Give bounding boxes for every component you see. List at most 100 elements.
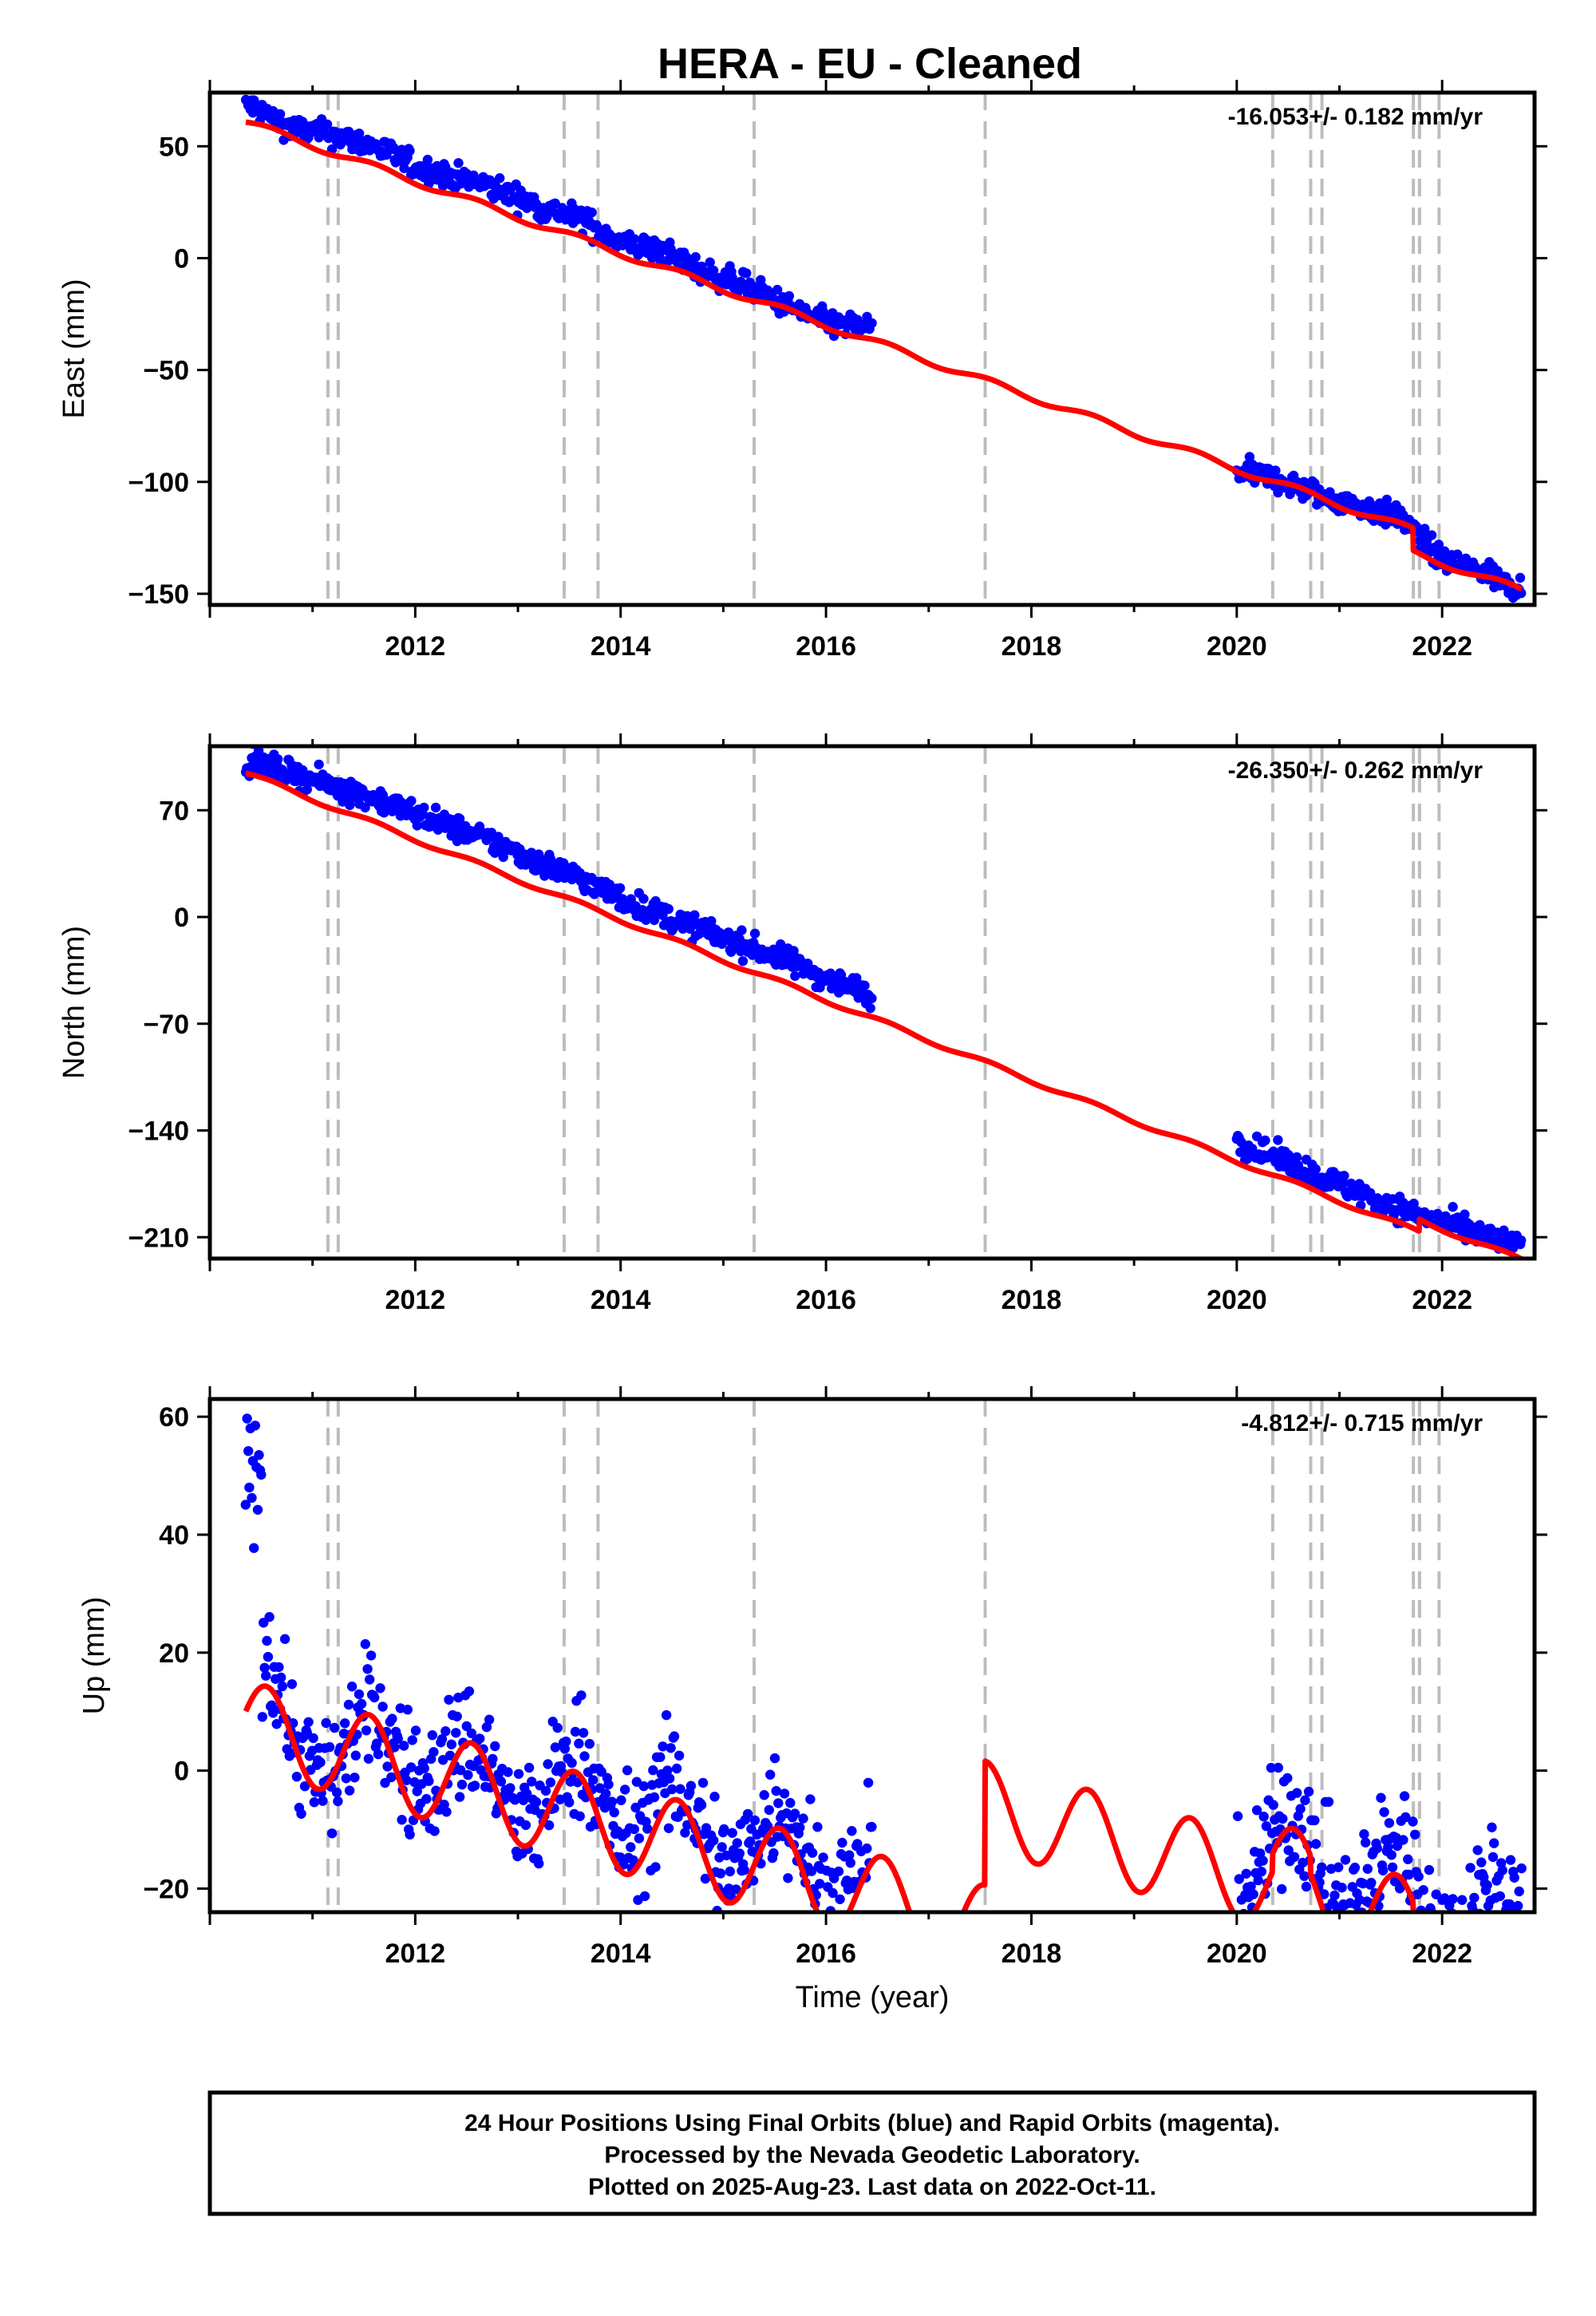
data-point xyxy=(1460,1209,1470,1219)
data-point xyxy=(362,1664,373,1674)
y-tick-label: −140 xyxy=(128,1117,189,1147)
data-point xyxy=(454,813,465,824)
data-point xyxy=(609,1807,619,1818)
data-point xyxy=(496,1777,507,1787)
data-point xyxy=(296,1808,306,1819)
data-point xyxy=(649,1792,660,1803)
data-point xyxy=(863,1777,874,1788)
data-point xyxy=(655,1752,666,1762)
data-point xyxy=(429,1826,440,1836)
x-tick-label: 2012 xyxy=(385,631,446,662)
data-point xyxy=(1509,1872,1519,1883)
data-point xyxy=(424,1776,434,1786)
data-point xyxy=(765,1769,776,1780)
data-point xyxy=(1461,1923,1471,1933)
data-point xyxy=(1325,1929,1335,1939)
rate-annotation-north: -26.350+/- 0.262 mm/yr xyxy=(1228,757,1483,784)
data-point xyxy=(764,1804,774,1816)
data-point xyxy=(405,1829,415,1840)
data-point xyxy=(463,1769,473,1780)
data-point xyxy=(603,1779,614,1790)
x-tick-label: 2014 xyxy=(591,631,651,662)
data-point xyxy=(1420,1922,1430,1931)
data-point xyxy=(737,925,747,935)
data-point xyxy=(705,257,715,267)
data-point xyxy=(437,180,448,192)
data-point xyxy=(291,1772,302,1782)
data-point xyxy=(832,1922,841,1931)
panel-east: 2012 2014 2016 2018 2020 2022 50 0 −50 −100 −150 Ea… xyxy=(57,80,1547,662)
data-point xyxy=(567,1757,577,1769)
data-point xyxy=(1295,1804,1306,1814)
data-point xyxy=(273,754,283,765)
data-point xyxy=(256,1469,267,1480)
data-point xyxy=(1323,1796,1334,1807)
data-point xyxy=(240,1500,251,1510)
data-point xyxy=(543,1759,553,1769)
data-point xyxy=(247,1492,257,1504)
data-point xyxy=(674,1750,685,1761)
data-point xyxy=(464,1686,475,1697)
data-point xyxy=(1319,1889,1329,1899)
data-point xyxy=(262,1635,272,1646)
data-point xyxy=(331,1787,342,1798)
data-point xyxy=(461,1721,472,1732)
data-point xyxy=(1391,1207,1401,1217)
data-point xyxy=(851,973,862,983)
data-point xyxy=(661,1709,672,1721)
data-point xyxy=(1234,1874,1245,1884)
data-point xyxy=(601,1788,611,1799)
data-point xyxy=(1516,1235,1527,1246)
y-tick-label: −150 xyxy=(128,579,189,610)
data-point xyxy=(343,1699,354,1710)
x-tick-label: 2018 xyxy=(1001,1939,1062,1969)
data-point xyxy=(276,1672,286,1683)
data-point xyxy=(475,1733,485,1744)
data-point xyxy=(1440,1893,1450,1903)
data-point xyxy=(321,1717,331,1729)
data-point xyxy=(1282,1773,1293,1784)
data-point xyxy=(407,1735,417,1745)
data-point xyxy=(363,1753,374,1764)
data-point xyxy=(731,1884,741,1895)
data-point xyxy=(648,1765,658,1776)
data-point xyxy=(531,1796,542,1808)
data-point xyxy=(783,1873,793,1883)
data-point xyxy=(842,1875,852,1886)
data-point xyxy=(1379,1807,1389,1817)
data-point xyxy=(567,874,577,885)
data-point xyxy=(271,1719,282,1729)
data-point xyxy=(749,1815,760,1826)
data-point xyxy=(371,1738,382,1749)
x-tick-label: 2012 xyxy=(385,1285,446,1315)
data-point xyxy=(696,1800,707,1810)
data-point xyxy=(745,1836,756,1847)
y-axis-label-north: North (mm) xyxy=(57,926,91,1079)
data-point xyxy=(488,1753,498,1765)
data-point xyxy=(264,1611,275,1622)
data-point xyxy=(658,1741,668,1752)
data-point xyxy=(1283,1150,1294,1160)
data-point xyxy=(771,1785,781,1796)
data-point xyxy=(649,915,660,926)
data-point xyxy=(579,1751,590,1761)
data-point xyxy=(437,1755,448,1765)
y-axis-label-east: East (mm) xyxy=(57,279,91,418)
data-point xyxy=(1289,1852,1300,1862)
data-point xyxy=(1278,1813,1288,1824)
data-point xyxy=(1366,1877,1377,1888)
data-point xyxy=(1292,1788,1302,1798)
data-point xyxy=(466,1728,477,1739)
data-point xyxy=(1301,1881,1312,1892)
data-point xyxy=(1399,1791,1410,1801)
data-point xyxy=(315,1757,326,1768)
data-point xyxy=(559,1744,570,1754)
model-line-east xyxy=(243,119,1524,592)
data-point xyxy=(1493,1919,1503,1929)
data-point xyxy=(576,1690,587,1701)
data-point xyxy=(520,1820,531,1831)
data-point xyxy=(1464,1928,1473,1938)
data-point xyxy=(360,1638,370,1650)
footer-line-1: 24 Hour Positions Using Final Orbits (bl… xyxy=(464,2110,1280,2136)
data-point xyxy=(1514,1886,1524,1897)
